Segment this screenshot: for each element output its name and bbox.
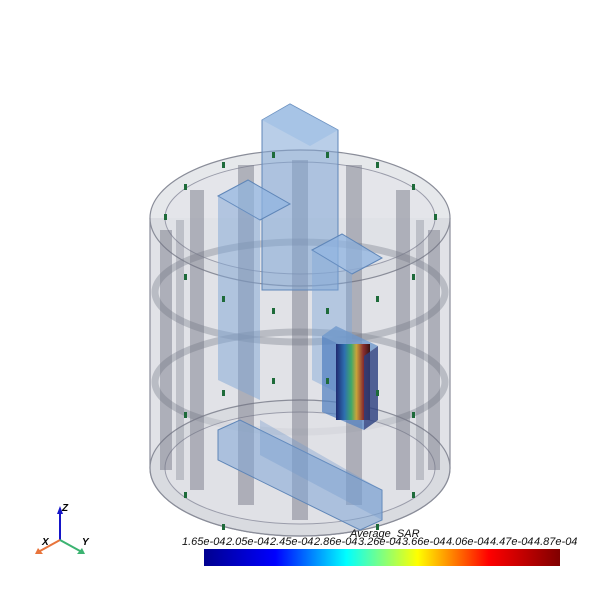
phantom-body — [216, 103, 384, 531]
colorbar-tick: 2.86e-04 — [314, 536, 358, 548]
sar-volume-box[interactable] — [322, 326, 378, 430]
colorbar-gradient — [204, 549, 560, 566]
colorbar-tick: 2.05e-04 — [226, 536, 270, 548]
colorbar-tick: 4.87e-04 — [534, 536, 578, 548]
axis-z-label: Z — [62, 503, 69, 514]
axis-x-label: X — [42, 537, 49, 548]
colorbar-tick: 4.06e-04 — [446, 536, 490, 548]
axis-y-label: Y — [82, 537, 89, 548]
colorbar-tick-labels: 1.65e-04 2.05e-04 2.45e-04 2.86e-04 3.26… — [182, 536, 582, 550]
colorbar-title: Average_SAR — [350, 528, 420, 540]
colorbar-tick: 3.26e-04 — [358, 536, 402, 548]
orientation-axes — [35, 506, 85, 554]
coil-capacitor-markers — [164, 152, 437, 530]
colorbar-tick: 3.66e-04 — [402, 536, 446, 548]
colorbar-tick: 1.65e-04 — [182, 536, 226, 548]
colorbar-tick: 4.47e-04 — [490, 536, 534, 548]
colorbar-tick: 2.45e-04 — [270, 536, 314, 548]
